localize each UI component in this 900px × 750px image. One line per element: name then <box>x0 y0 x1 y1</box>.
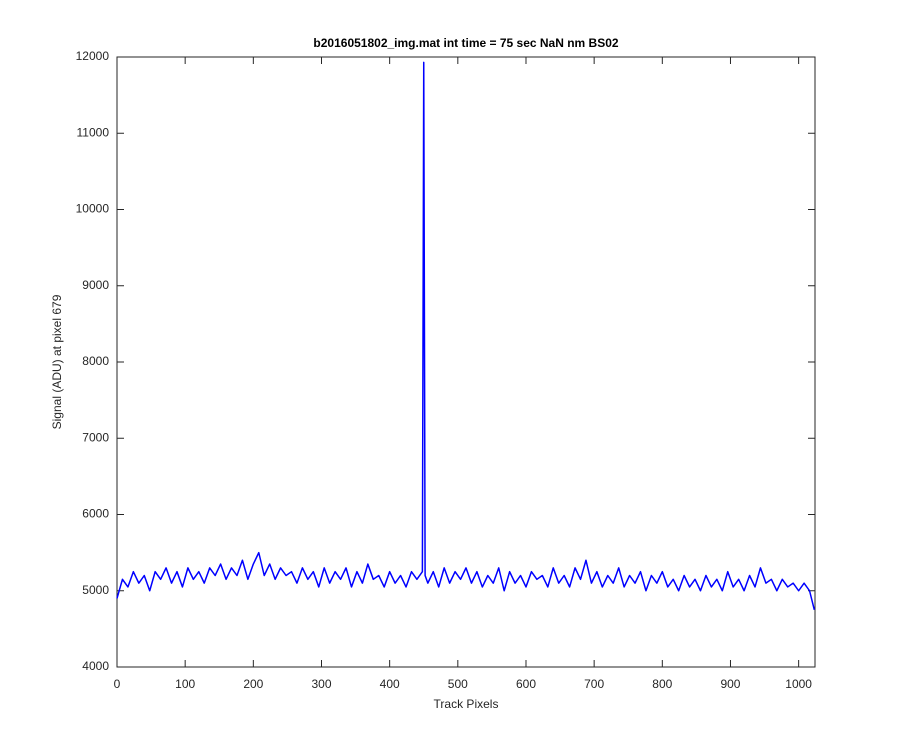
y-axis-label: Signal (ADU) at pixel 679 <box>50 294 64 429</box>
data-line <box>116 61 816 610</box>
x-tick-label: 600 <box>516 677 536 691</box>
x-tick-label: 0 <box>114 677 121 691</box>
y-tick-label: 7000 <box>82 430 109 444</box>
y-tick-label: 11000 <box>77 125 110 139</box>
plot-box <box>116 56 816 668</box>
y-tick-label: 5000 <box>82 583 109 597</box>
x-tick-label: 300 <box>311 677 331 691</box>
x-tick-label: 800 <box>652 677 672 691</box>
x-tick-label: 100 <box>175 677 195 691</box>
x-tick-label: 700 <box>584 677 604 691</box>
chart-title: b2016051802_img.mat int time = 75 sec Na… <box>313 36 618 50</box>
y-tick-label: 8000 <box>82 354 109 368</box>
y-tick-label: 4000 <box>82 659 109 673</box>
y-tick-label: 10000 <box>76 202 110 216</box>
x-tick-label: 900 <box>720 677 740 691</box>
y-tick-label: 12000 <box>76 49 110 63</box>
y-tick-label: 6000 <box>82 507 109 521</box>
y-tick-label: 9000 <box>82 278 109 292</box>
x-tick-label: 1000 <box>785 677 812 691</box>
x-axis-label: Track Pixels <box>434 697 499 711</box>
x-tick-label: 400 <box>380 677 400 691</box>
x-tick-label: 200 <box>243 677 263 691</box>
x-tick-label: 500 <box>448 677 468 691</box>
